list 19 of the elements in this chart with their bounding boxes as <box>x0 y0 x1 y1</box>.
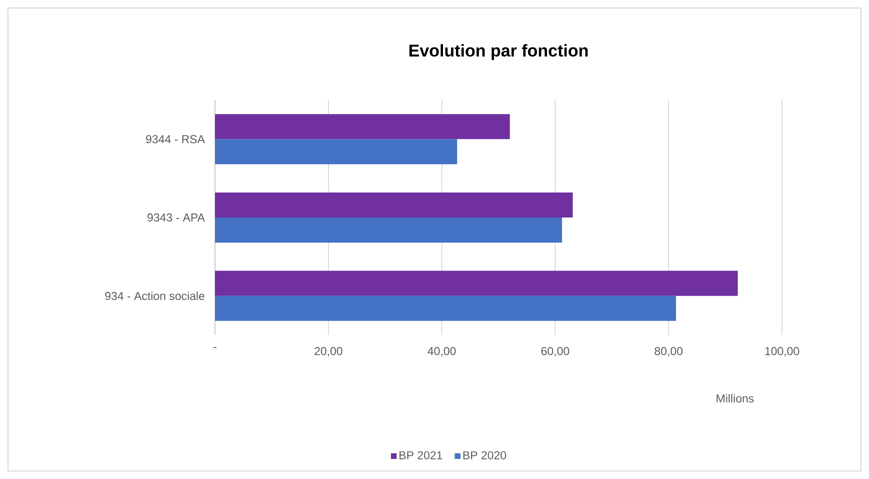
bar <box>215 296 676 321</box>
chart-title: Evolution par fonction <box>409 44 588 60</box>
legend-label: BP 2021 <box>400 451 442 460</box>
x-tick-label: - <box>214 347 216 348</box>
x-tick-label: 100,00 <box>765 347 800 357</box>
bar <box>215 139 458 164</box>
x-tick-label: 40,00 <box>428 347 456 357</box>
bar <box>215 114 510 140</box>
x-tick-label: 20,00 <box>314 347 342 357</box>
bar <box>215 218 562 243</box>
x-axis-title: Millions <box>716 394 754 402</box>
y-tick-label: 9344 - RSA <box>146 135 205 144</box>
bar <box>215 270 738 296</box>
x-tick-label: 60,00 <box>541 347 570 357</box>
bar <box>215 192 573 218</box>
legend-label: BP 2020 <box>463 451 506 460</box>
y-tick-label: 9343 - APA <box>148 213 205 222</box>
y-tick-label: 934 - Action sociale <box>105 292 204 300</box>
x-tick-label: 80,00 <box>654 347 683 357</box>
